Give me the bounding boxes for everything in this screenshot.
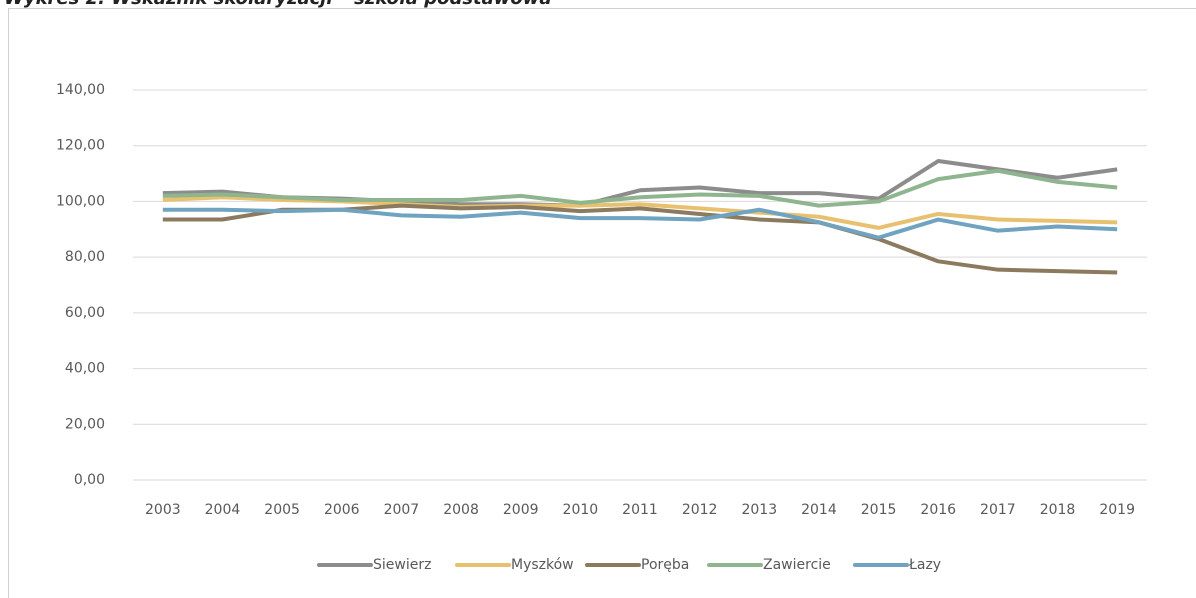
legend-label: Zawiercie xyxy=(763,557,831,573)
x-tick-label: 2008 xyxy=(443,502,479,518)
x-tick-label: 2005 xyxy=(264,502,300,518)
x-tick-label: 2004 xyxy=(205,502,241,518)
legend-label: Łazy xyxy=(908,557,941,573)
x-tick-label: 2011 xyxy=(622,502,658,518)
x-tick-label: 2012 xyxy=(682,502,718,518)
x-tick-label: 2009 xyxy=(503,502,539,518)
y-tick-label: 60,00 xyxy=(65,305,105,321)
x-tick-label: 2013 xyxy=(741,502,777,518)
series-line xyxy=(162,168,1118,208)
y-tick-label: 100,00 xyxy=(56,193,105,209)
y-tick-label: 20,00 xyxy=(65,416,105,432)
x-tick-label: 2018 xyxy=(1040,502,1076,518)
legend-label: Myszków xyxy=(511,557,574,573)
x-tick-label: 2010 xyxy=(563,502,599,518)
y-tick-label: 140,00 xyxy=(56,82,105,98)
chart-title: Wykres 2. Wskaźnik skolaryzacji – szkoła… xyxy=(4,0,552,9)
y-tick-label: 0,00 xyxy=(74,472,105,488)
legend-label: Siewierz xyxy=(373,557,431,573)
x-tick-label: 2016 xyxy=(920,502,956,518)
x-tick-label: 2006 xyxy=(324,502,360,518)
x-tick-label: 2017 xyxy=(980,502,1016,518)
series-line xyxy=(162,207,1118,240)
x-tick-label: 2014 xyxy=(801,502,837,518)
y-tick-label: 40,00 xyxy=(65,361,105,377)
x-tick-label: 2015 xyxy=(861,502,897,518)
x-tick-label: 2019 xyxy=(1099,502,1135,518)
y-tick-label: 80,00 xyxy=(65,249,105,265)
y-tick-label: 120,00 xyxy=(56,138,105,154)
legend-label: Poręba xyxy=(641,557,689,573)
x-tick-label: 2003 xyxy=(145,502,181,518)
x-tick-label: 2007 xyxy=(384,502,420,518)
chart-frame xyxy=(8,8,1196,598)
